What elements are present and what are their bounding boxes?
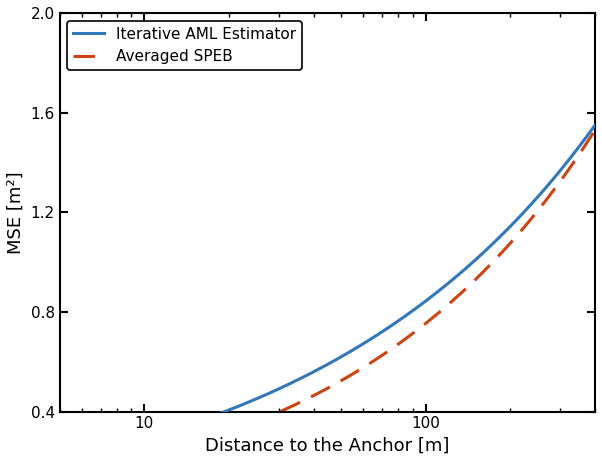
Averaged SPEB	[414, 327, 421, 333]
Iterative AML Estimator	[371, 334, 379, 339]
Iterative AML Estimator	[591, 122, 598, 128]
Averaged SPEB	[459, 289, 467, 294]
Averaged SPEB	[298, 399, 305, 404]
Iterative AML Estimator	[150, 432, 158, 438]
Averaged SPEB	[150, 452, 158, 458]
Averaged SPEB	[591, 128, 598, 133]
Line: Iterative AML Estimator: Iterative AML Estimator	[60, 125, 595, 457]
Iterative AML Estimator	[56, 455, 63, 460]
X-axis label: Distance to the Anchor [m]: Distance to the Anchor [m]	[205, 437, 450, 455]
Iterative AML Estimator	[414, 304, 421, 310]
Averaged SPEB	[194, 440, 201, 446]
Legend: Iterative AML Estimator, Averaged SPEB: Iterative AML Estimator, Averaged SPEB	[67, 21, 302, 70]
Iterative AML Estimator	[194, 419, 201, 424]
Y-axis label: MSE [m²]: MSE [m²]	[7, 171, 25, 254]
Iterative AML Estimator	[298, 375, 305, 381]
Iterative AML Estimator	[459, 268, 467, 274]
Averaged SPEB	[371, 357, 379, 363]
Line: Averaged SPEB: Averaged SPEB	[60, 130, 595, 462]
